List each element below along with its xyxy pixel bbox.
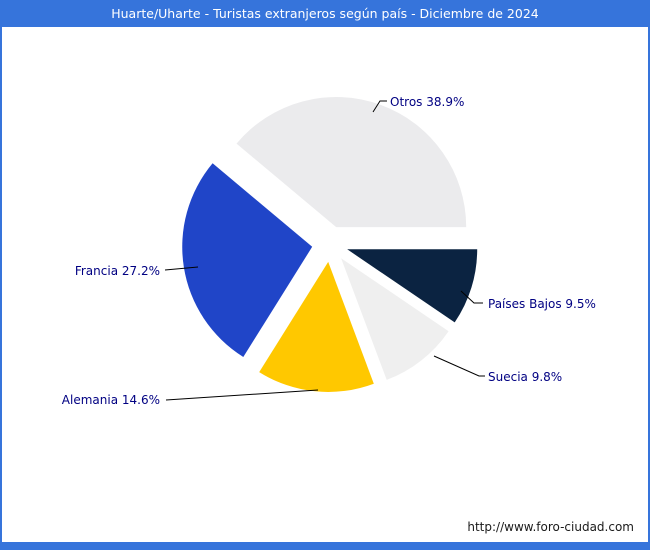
slice-label-otros: Otros 38.9% <box>390 95 464 109</box>
footer-url: http://www.foro-ciudad.com <box>467 520 634 534</box>
title-bar: Huarte/Uharte - Turistas extranjeros seg… <box>2 0 648 27</box>
slice-label-paises-bajos: Países Bajos 9.5% <box>488 297 596 311</box>
pie-slice-alemania <box>259 261 374 392</box>
pie-slice-otros <box>236 97 467 228</box>
leader-line-francia <box>164 266 199 271</box>
pie-slice-francia <box>182 163 313 357</box>
slice-label-francia: Francia 27.2% <box>75 264 160 278</box>
leader-line-paises-bajos <box>460 290 483 304</box>
leader-line-suecia <box>433 355 485 377</box>
leader-line-otros <box>372 100 387 113</box>
slice-label-suecia: Suecia 9.8% <box>488 370 562 384</box>
bottom-bar <box>2 542 648 550</box>
pie-slice-suecia <box>341 258 449 380</box>
page-title: Huarte/Uharte - Turistas extranjeros seg… <box>111 6 539 21</box>
pie-slice-paises-bajos <box>347 249 478 323</box>
leader-line-alemania <box>165 389 319 401</box>
slice-label-alemania: Alemania 14.6% <box>62 393 160 407</box>
